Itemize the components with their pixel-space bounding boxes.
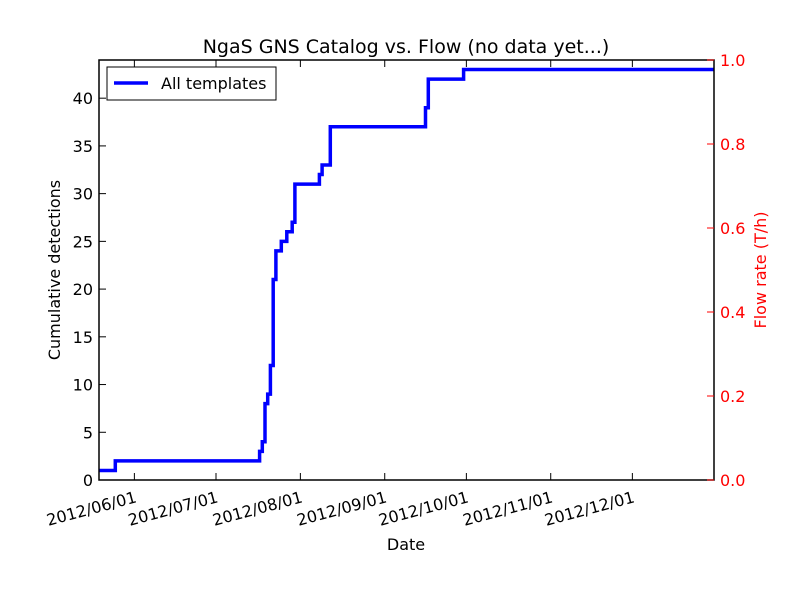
y-tick-label: 15 [73, 328, 93, 347]
x-tick-label: 2012/12/01 [542, 488, 636, 530]
series-line-0 [99, 67, 714, 473]
y-right-tick-label: 0.0 [720, 471, 745, 490]
legend: All templates [106, 66, 277, 101]
y-tick-label: 25 [73, 232, 93, 251]
legend-label: All templates [161, 74, 266, 93]
y-tick-label: 10 [73, 376, 93, 395]
x-tick-label: 2012/09/01 [295, 488, 389, 530]
y-tick-label: 30 [73, 185, 93, 204]
y-right-tick-label: 0.2 [720, 387, 745, 406]
y-right-tick-label: 1.0 [720, 51, 745, 70]
plot-frame [98, 59, 715, 481]
y-right-tick-label: 0.8 [720, 135, 745, 154]
y-right-tick-label: 0.6 [720, 219, 745, 238]
plot-line-group [99, 67, 714, 473]
y-axis-right-title: Flow rate (T/h) [751, 212, 770, 329]
y-tick-label: 35 [73, 137, 93, 156]
y-right-tick-label: 0.4 [720, 303, 745, 322]
y-axis-title: Cumulative detections [45, 180, 64, 360]
x-tick-label: 2012/07/01 [126, 488, 220, 530]
x-axis-title: Date [387, 535, 425, 554]
left-axis: 0 5 10 15 20 25 30 35 40 [73, 89, 106, 490]
x-tick-label: 2012/11/01 [461, 488, 555, 530]
y-tick-label: 0 [83, 471, 93, 490]
y-tick-label: 40 [73, 89, 93, 108]
x-tick-label: 2012/10/01 [376, 488, 470, 530]
chart-title: NgaS GNS Catalog vs. Flow (no data yet..… [203, 36, 610, 58]
x-tick-label: 2012/08/01 [210, 488, 304, 530]
right-axis: 0.0 0.2 0.4 0.6 0.8 1.0 [707, 51, 745, 490]
y-tick-label: 5 [83, 423, 93, 442]
y-tick-label: 20 [73, 280, 93, 299]
x-tick-label: 2012/06/01 [44, 488, 138, 530]
